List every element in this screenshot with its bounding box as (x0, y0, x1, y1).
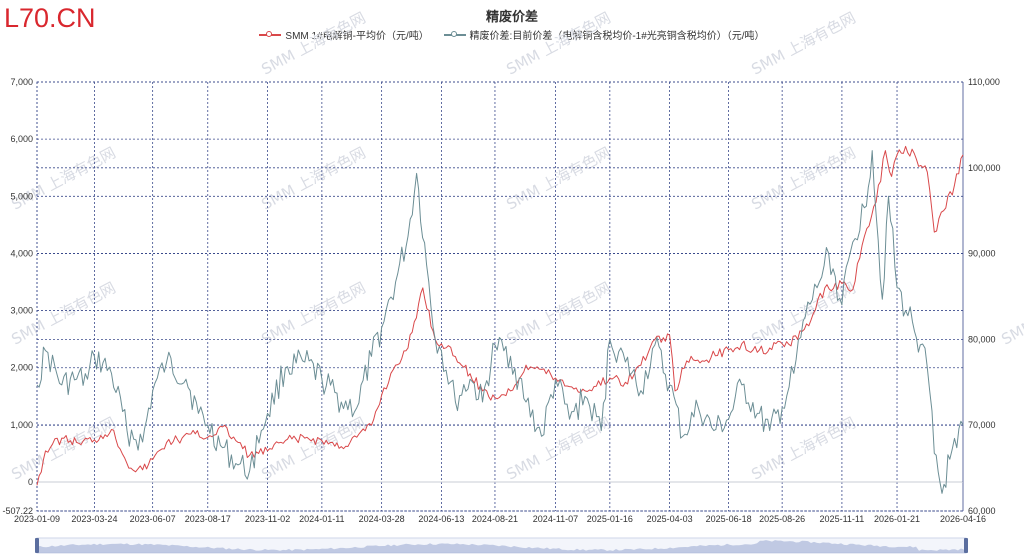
x-tick-label: 2025-04-03 (647, 514, 693, 524)
watermark-text: SMM 上海有色网 (748, 9, 858, 79)
x-tick-label: 2025-01-16 (587, 514, 633, 524)
x-tick-label: 2024-06-13 (418, 514, 464, 524)
x-tick-label: 2024-11-07 (533, 514, 578, 524)
y-left-tick-label: 1,000 (10, 420, 33, 430)
logo: L70.CN (4, 3, 96, 33)
zoom-handle-left[interactable] (35, 538, 39, 553)
y-right-tick-label: 60,000 (968, 506, 996, 516)
watermark-text: SMM 上海有色网 (258, 9, 368, 79)
legend-spread-line-icon (443, 30, 466, 37)
x-tick-label: 2024-03-28 (359, 514, 405, 524)
x-tick-label: 2023-01-09 (14, 514, 60, 524)
y-right-tick-label: 70,000 (968, 420, 996, 430)
y-right-tick-label: 90,000 (968, 249, 996, 259)
x-tick-label: 2025-11-11 (820, 514, 865, 524)
x-tick-label: 2024-08-21 (472, 514, 518, 524)
x-tick-label: 2025-08-26 (759, 514, 805, 524)
spread-series-line (36, 150, 964, 494)
y-left-tick-label: -507.22 (2, 506, 33, 516)
x-tick-label: 2026-04-16 (940, 514, 986, 524)
y-left-tick-label: 3,000 (10, 306, 33, 316)
zoom-preview-area (37, 540, 966, 553)
y-left-tick-label: 0 (28, 477, 33, 487)
plot-border (36, 81, 964, 512)
y-left-tick-label: 2,000 (10, 363, 33, 373)
legend-item-copper[interactable]: SMM 1#电解铜-平均价（元/吨） (259, 27, 429, 42)
watermark-text: SMM 上海有色网 (503, 279, 613, 349)
legend-item-spread[interactable]: 精废价差:目前价差（电解铜含税均价-1#光亮铜含税均价）（元/吨） (443, 27, 765, 42)
watermark-text: SMM 上海有色网 (503, 144, 613, 214)
watermark-text: SMM 上海有色网 (8, 144, 118, 214)
x-tick-label: 2023-06-07 (130, 514, 176, 524)
y-left-tick-label: 7,000 (10, 77, 33, 87)
legend-spread-label: 精废价差:目前价差（电解铜含税均价-1#光亮铜含税均价）（元/吨） (469, 31, 765, 42)
y-right-tick-label: 100,000 (968, 163, 1001, 173)
data-zoom-slider[interactable] (35, 537, 968, 554)
legend-copper-line-icon (259, 30, 282, 37)
watermark-text: SMM 上海有色网 (258, 144, 368, 214)
watermark-text: SMM 上海有色网 (503, 9, 613, 79)
watermark-text: SMM 上海有色网 (258, 279, 368, 349)
legend: SMM 1#电解铜-平均价（元/吨） 精废价差:目前价差（电解铜含税均价-1#光… (0, 27, 1024, 42)
y-right-tick-label: 80,000 (968, 334, 996, 344)
y-right-tick-label: 110,000 (968, 77, 1000, 87)
watermark-text: SMM 上海有色网 (258, 414, 368, 484)
copper-series-line (36, 145, 964, 486)
watermark-text: SMM 上海有色网 (503, 414, 613, 484)
series-layer (36, 145, 964, 494)
x-tick-label: 2024-01-11 (299, 514, 344, 524)
legend-copper-label: SMM 1#电解铜-平均价（元/吨） (285, 31, 429, 42)
axes: 2023-01-09 2023-03-24 2023-06-07 2023-08-17… (2, 77, 1000, 524)
y-left-tick-label: 4,000 (10, 248, 33, 258)
y-left-tick-label: 5,000 (10, 191, 33, 201)
x-tick-label: 2025-06-18 (706, 514, 752, 524)
x-tick-label: 2023-08-17 (185, 514, 231, 524)
chart-title: 精废价差 (485, 9, 538, 24)
zoom-handle-right[interactable] (964, 538, 968, 553)
watermark-text: SMM 上海有色网 (998, 279, 1024, 349)
y-left-tick-label: 6,000 (10, 134, 33, 144)
x-tick-label: 2026-01-21 (874, 514, 920, 524)
x-tick-label: 2023-11-02 (245, 514, 290, 524)
x-tick-label: 2023-03-24 (71, 514, 117, 524)
